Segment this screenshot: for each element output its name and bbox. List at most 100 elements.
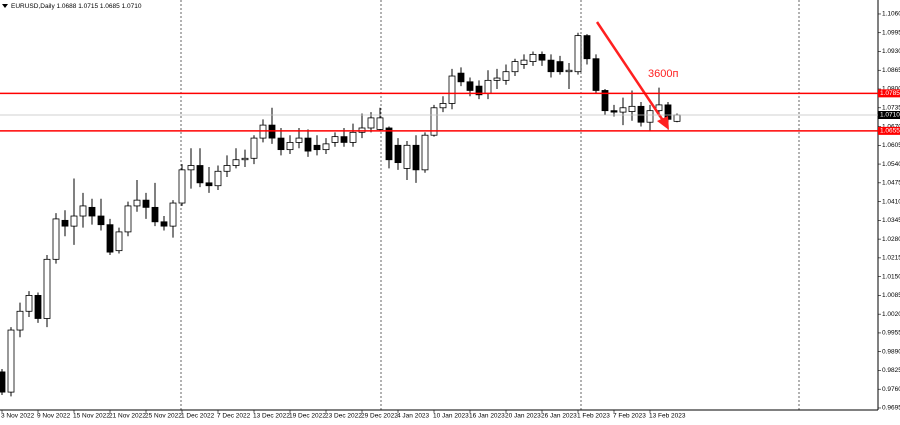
price-label: 1.0710 [880, 112, 900, 119]
candle-body [79, 205, 87, 217]
candle-body [313, 144, 321, 151]
candle-body [133, 199, 141, 207]
menu-arrow[interactable] [2, 4, 8, 8]
candle-body [241, 157, 249, 161]
y-tick-label: 0.9825 [882, 367, 900, 374]
candle-body [43, 258, 51, 319]
candle-body [457, 72, 465, 83]
candle-body [367, 117, 375, 129]
y-tick-label: 1.0085 [882, 292, 900, 299]
candle-body [637, 105, 645, 123]
y-tick-label: 1.0410 [882, 198, 900, 205]
candle-body [655, 104, 663, 112]
candle-body [394, 144, 402, 164]
x-tick-label: 3 Nov 2022 [1, 413, 35, 420]
price-label-box [878, 110, 900, 119]
x-tick-label: 25 Nov 2022 [145, 413, 182, 420]
candle-body [34, 295, 42, 319]
y-tick-label: 1.0930 [882, 48, 900, 55]
candle-body [16, 310, 24, 331]
candle-body [223, 165, 231, 172]
candle-body [340, 136, 348, 143]
candle-body [430, 107, 438, 136]
y-tick-label: 0.9695 [882, 405, 900, 412]
candle-body [574, 35, 582, 73]
candle-body [493, 77, 501, 81]
candle-body [205, 182, 213, 187]
y-tick-label: 1.0475 [882, 180, 900, 187]
plot [0, 32, 681, 397]
candle-body [376, 117, 384, 130]
y-tick-label: 1.0670 [882, 123, 900, 130]
x-tick-label: 20 Jan 2023 [505, 413, 541, 420]
x-tick-label: 7 Feb 2023 [613, 413, 646, 420]
y-tick-label: 1.0150 [882, 273, 900, 280]
level-label-box [878, 126, 900, 135]
level-label: 1.0785 [880, 90, 900, 97]
level-label-box [878, 89, 900, 98]
candle-body [52, 218, 60, 260]
candle-body [529, 53, 537, 62]
candle-body [322, 143, 330, 151]
y-tick-label: 1.0540 [882, 161, 900, 168]
candle-body [403, 144, 411, 169]
candle-body [673, 114, 681, 122]
candle-body [70, 215, 78, 227]
annotation-arrowhead [657, 116, 669, 130]
candle-body [466, 81, 474, 91]
x-tick-label: 1 Dec 2022 [181, 413, 215, 420]
y-tick-label: 1.0800 [882, 86, 900, 93]
candle-body [88, 206, 96, 217]
candle-body [439, 103, 447, 109]
candle-body [0, 371, 6, 393]
candle-body [538, 53, 546, 61]
x-tick-label: 21 Nov 2022 [109, 413, 146, 420]
candle-body [97, 215, 105, 226]
candle-body [304, 137, 312, 152]
candle-body [412, 144, 420, 171]
candle-body [565, 69, 573, 73]
candle-body [421, 134, 429, 171]
x-tick-label: 26 Jan 2023 [541, 413, 577, 420]
candle-body [628, 105, 636, 112]
candle-body [502, 71, 510, 81]
y-tick-label: 1.0345 [882, 217, 900, 224]
candle-body [592, 58, 600, 91]
candle-body [25, 295, 33, 312]
candle-body [547, 59, 555, 73]
x-tick-label: 16 Jan 2023 [469, 413, 505, 420]
y-tick-label: 1.0280 [882, 236, 900, 243]
candle-body [448, 75, 456, 104]
candle-body [232, 159, 240, 166]
candle-body [475, 85, 483, 96]
x-tick-label: 4 Jan 2023 [397, 413, 430, 420]
candle-body [142, 199, 150, 208]
x-tick-label: 23 Dec 2022 [325, 413, 362, 420]
y-tick-label: 1.0605 [882, 142, 900, 149]
candle-body [286, 142, 294, 151]
y-tick-label: 1.0020 [882, 311, 900, 318]
annotation-arrow [595, 21, 666, 123]
y-tick-label: 1.1060 [882, 11, 900, 18]
candle-body [61, 219, 69, 227]
candle-body [277, 137, 285, 151]
candle-body [601, 90, 609, 112]
candle-body [250, 137, 258, 159]
y-tick-label: 0.9955 [882, 330, 900, 337]
candle-body [196, 165, 204, 184]
y-tick-label: 1.0865 [882, 67, 900, 74]
x-tick-label: 10 Jan 2023 [433, 413, 469, 420]
candle-body [610, 110, 618, 113]
level-label: 1.0655 [880, 128, 900, 135]
candle-body [178, 169, 186, 204]
y-tick-label: 0.9760 [882, 386, 900, 393]
annotation: 3600п [648, 68, 678, 80]
candle-body [187, 165, 195, 171]
candle-body [556, 61, 564, 73]
candle-body [511, 61, 519, 73]
y-tick-label: 1.0215 [882, 255, 900, 262]
x-tick-label: 7 Dec 2022 [217, 413, 251, 420]
x-tick-label: 9 Nov 2022 [37, 413, 71, 420]
